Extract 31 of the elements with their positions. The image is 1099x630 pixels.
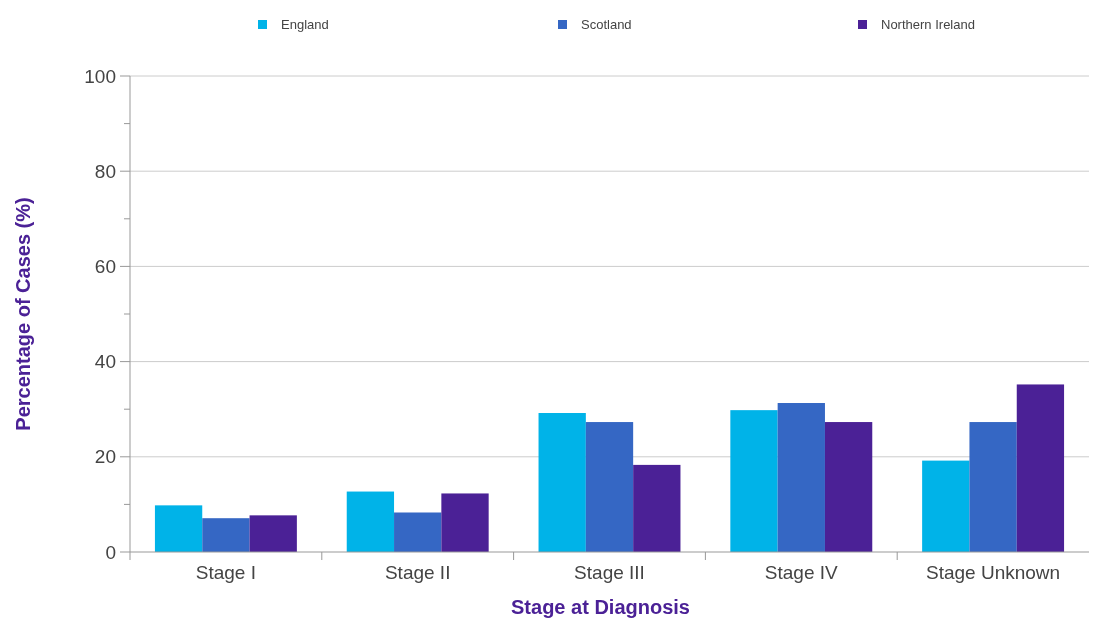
legend-label: Scotland — [581, 17, 632, 32]
bar — [777, 403, 825, 552]
bar — [346, 491, 395, 552]
legend-label: Northern Ireland — [881, 17, 975, 32]
bar — [154, 505, 203, 552]
bar — [538, 413, 586, 552]
x-tick-label: Stage IV — [764, 562, 839, 583]
bar — [824, 422, 873, 552]
x-tick-label: Stage II — [384, 562, 451, 583]
y-tick-label: 100 — [84, 65, 116, 87]
bar — [922, 460, 970, 552]
y-tick-label: 20 — [94, 446, 116, 468]
bar — [633, 464, 681, 552]
bar — [969, 422, 1017, 552]
y-axis-title: Percentage of Cases (%) — [12, 197, 34, 431]
bar — [441, 493, 489, 552]
y-tick-label: 60 — [94, 256, 116, 278]
x-axis-title: Stage at Diagnosis — [511, 596, 690, 618]
bar — [394, 512, 442, 552]
bar — [730, 410, 778, 552]
bar — [585, 422, 634, 552]
legend-label: England — [281, 17, 329, 32]
x-tick-label: Stage I — [195, 562, 257, 583]
bar — [202, 518, 250, 552]
y-tick-label: 40 — [94, 351, 116, 373]
bar — [249, 515, 297, 552]
x-tick-label: Stage Unknown — [926, 562, 1061, 583]
y-tick-label: 0 — [105, 541, 116, 563]
bar — [1016, 384, 1065, 552]
x-tick-label: Stage III — [574, 562, 645, 583]
y-tick-label: 80 — [94, 160, 116, 182]
